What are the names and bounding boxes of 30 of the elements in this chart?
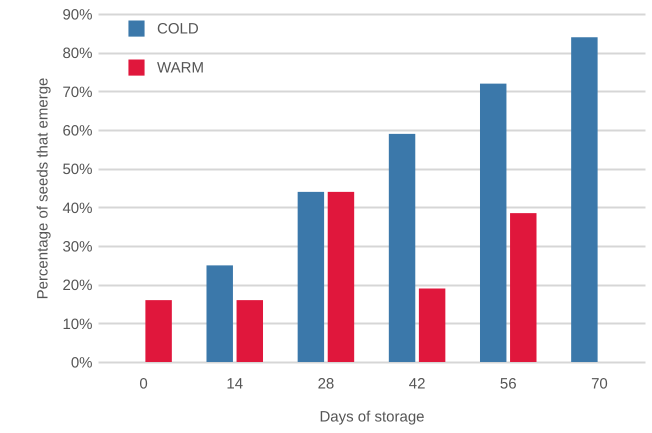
x-tick-label: 0 <box>139 376 148 392</box>
y-tick-label: 70% <box>62 84 92 101</box>
y-tick-label: 40% <box>62 200 92 217</box>
bar <box>206 265 233 362</box>
bar <box>298 192 324 362</box>
y-tick-label: 90% <box>62 6 92 24</box>
x-tick-label: 56 <box>500 376 517 392</box>
x-axis-title: Days of storage <box>319 408 425 426</box>
y-tick-label: 50% <box>62 161 92 178</box>
x-tick-label: 28 <box>318 376 334 392</box>
y-tick-label: 30% <box>62 238 92 256</box>
y-tick-label: 80% <box>62 45 92 62</box>
y-tick-label: 0% <box>70 354 92 372</box>
x-tick-label: 70 <box>591 376 608 392</box>
bar <box>510 213 537 362</box>
bar <box>236 300 264 362</box>
bar <box>145 300 172 362</box>
y-tick-label: 20% <box>62 277 92 294</box>
bar <box>388 134 416 362</box>
bar <box>571 37 598 362</box>
x-tick-label: 14 <box>226 376 244 392</box>
legend-label: COLD <box>157 20 199 38</box>
y-axis-title: Percentage of seeds that emerge <box>34 78 52 300</box>
bar <box>480 84 506 362</box>
bar <box>328 192 354 362</box>
legend-label: WARM <box>157 60 204 76</box>
y-tick-label: 60% <box>62 122 92 140</box>
x-tick-label: 42 <box>408 376 426 392</box>
y-tick-label: 10% <box>62 316 92 333</box>
bar <box>418 288 446 362</box>
